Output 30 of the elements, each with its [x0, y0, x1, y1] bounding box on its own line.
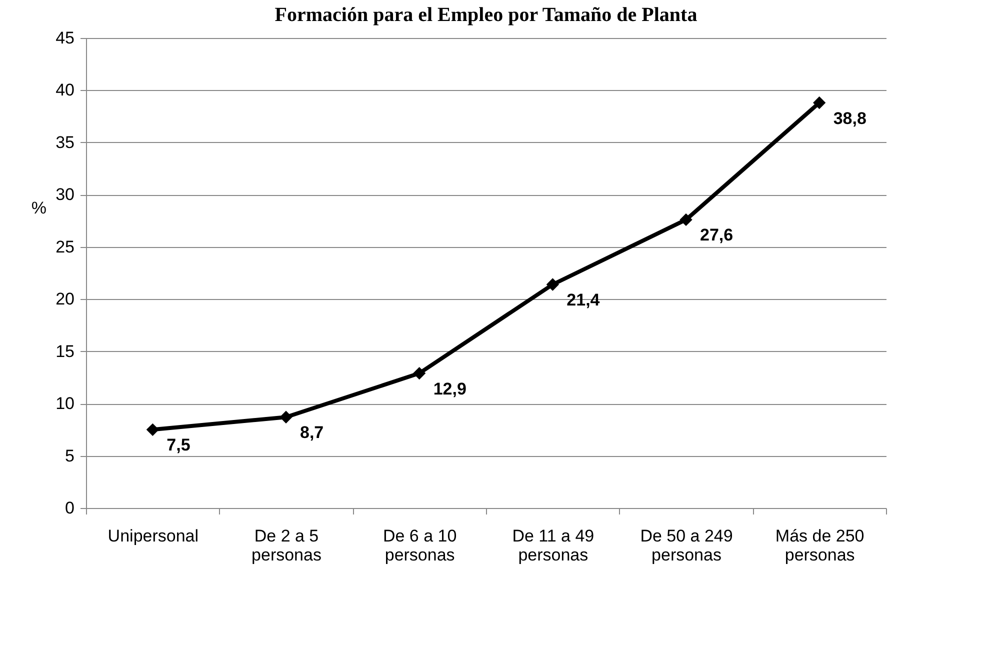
y-tick-label: 10	[56, 394, 74, 414]
y-tick-label: 25	[56, 237, 74, 256]
x-tick-label: De 50 a 249 personas	[640, 526, 733, 564]
y-axis-title: %	[31, 198, 46, 218]
y-tick-label: 45	[56, 28, 74, 48]
data-label: 12,9	[433, 379, 466, 398]
point	[546, 278, 559, 291]
y-tick-label: 20	[56, 290, 74, 309]
data-label: 21,4	[566, 290, 600, 310]
x-tick-label: Unipersonal	[108, 526, 199, 546]
x-tick-label: De 2 a 5 personas	[252, 526, 322, 564]
y-tick-label: 30	[56, 185, 74, 204]
chart-title: Formación para el Empleo por Tamaño de Planta	[274, 4, 698, 26]
data-label: 7,5	[166, 436, 190, 455]
data-label: 27,6	[700, 226, 734, 245]
x-tick-label: De 11 a 49 personas	[512, 526, 594, 564]
y-tick-label: 0	[65, 498, 74, 518]
y-tick-label: 15	[56, 342, 74, 361]
x-tick-label: De 6 a 10 personas	[382, 526, 457, 564]
data-label: 8,7	[300, 423, 324, 442]
point	[146, 423, 159, 436]
x-tick-label: Más de 250 personas	[775, 526, 864, 564]
y-tick-label: 40	[56, 80, 74, 100]
point	[413, 366, 426, 380]
point	[280, 410, 292, 424]
point	[813, 96, 826, 110]
y-tick-label: 35	[56, 132, 74, 152]
point	[680, 213, 692, 226]
y-tick-label: 5	[65, 446, 74, 466]
data-label: 38,8	[833, 108, 866, 128]
